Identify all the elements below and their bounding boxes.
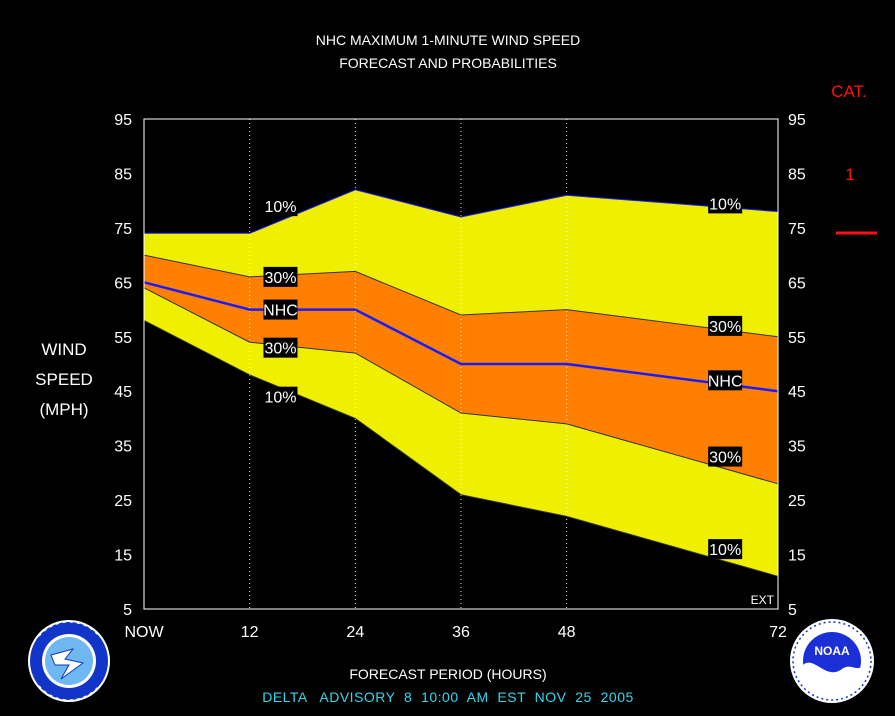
y-tick-left-95: 95 (114, 112, 132, 129)
y-tick-left-65: 65 (114, 275, 132, 292)
advisory-text: DELTA ADVISORY 8 10:00 AM EST NOV 25 200… (262, 689, 634, 705)
y-tick-left-45: 45 (114, 384, 132, 401)
y-tick-right-75: 75 (788, 221, 806, 238)
y-tick-right-45: 45 (788, 384, 806, 401)
y-tick-right-15: 15 (788, 548, 806, 565)
band-label-5: 10% (708, 193, 743, 214)
plot-frame (143, 118, 779, 610)
x-tick-NOW: NOW (124, 624, 164, 641)
band-label-text-4: 10% (264, 390, 296, 407)
band-label-8: 30% (708, 446, 743, 467)
ext-label: EXT (751, 593, 775, 607)
y-tick-left-55: 55 (114, 330, 132, 347)
x-tick-72: 72 (769, 624, 787, 641)
y-tick-left-5: 5 (123, 602, 132, 619)
y-axis-label-line3: (MPH) (39, 400, 88, 419)
noaa-logo-icon: NOAA (790, 619, 874, 703)
band-label-text-6: 30% (709, 319, 741, 336)
y-tick-right-95: 95 (788, 112, 806, 129)
y-tick-right-5: 5 (788, 602, 797, 619)
band-label-4: 10% (263, 386, 298, 407)
y-tick-left-25: 25 (114, 493, 132, 510)
nws-logo-icon (28, 620, 110, 702)
category-value: 1 (845, 165, 854, 184)
y-axis-label-line2: SPEED (35, 370, 93, 389)
y-tick-left-35: 35 (114, 439, 132, 456)
band-label-text-7: NHC (708, 373, 743, 390)
x-tick-labels: NOW 12 24 36 48 72 (124, 624, 787, 641)
y-tick-labels-left: 5 15 25 35 45 55 65 75 85 95 (114, 112, 132, 619)
line-upper-30 (143, 254, 779, 338)
band-label-text-5: 10% (709, 196, 741, 213)
x-tick-24: 24 (346, 624, 364, 641)
band-30-percent (144, 255, 778, 484)
chart-title-line2: FORECAST AND PROBABILITIES (339, 55, 557, 71)
band-label-text-3: 30% (264, 341, 296, 358)
y-tick-left-15: 15 (114, 548, 132, 565)
band-label-0: 10% (263, 196, 298, 217)
band-label-1: 30% (263, 266, 298, 287)
y-tick-right-55: 55 (788, 330, 806, 347)
band-label-text-1: 30% (264, 270, 296, 287)
band-label-text-9: 10% (709, 542, 741, 559)
category-title: CAT. (831, 82, 867, 101)
y-tick-right-65: 65 (788, 275, 806, 292)
y-tick-labels-right: 5 15 25 35 45 55 65 75 85 95 (788, 112, 806, 619)
chart-title-line1: NHC MAXIMUM 1-MINUTE WIND SPEED (316, 32, 580, 48)
band-labels: 10% 30% NHC 30% 10% 10% 30% NHC 30% 10% (263, 193, 743, 560)
line-upper-10 (144, 189, 779, 234)
x-tick-12: 12 (241, 624, 259, 641)
band-label-text-8: 30% (709, 450, 741, 467)
x-tick-48: 48 (558, 624, 576, 641)
line-lower-10 (143, 319, 779, 577)
y-tick-left-85: 85 (114, 166, 132, 183)
band-label-9: 10% (708, 539, 743, 560)
band-label-text-0: 10% (264, 199, 296, 216)
y-axis-label-line1: WIND (41, 340, 86, 359)
y-tick-right-25: 25 (788, 493, 806, 510)
band-label-6: 30% (708, 315, 743, 336)
x-tick-36: 36 (452, 624, 470, 641)
band-label-text-2: NHC (263, 303, 298, 320)
y-tick-right-85: 85 (788, 166, 806, 183)
band-label-3: 30% (263, 337, 298, 358)
band-label-7: NHC (708, 370, 743, 391)
noaa-logo-text: NOAA (814, 644, 850, 658)
series-lines (143, 189, 779, 577)
line-nhc (143, 281, 779, 393)
x-axis-label: FORECAST PERIOD (HOURS) (349, 666, 546, 682)
y-tick-right-35: 35 (788, 439, 806, 456)
band-label-2: NHC (263, 299, 298, 320)
y-tick-left-75: 75 (114, 221, 132, 238)
line-lower-30 (143, 287, 779, 485)
